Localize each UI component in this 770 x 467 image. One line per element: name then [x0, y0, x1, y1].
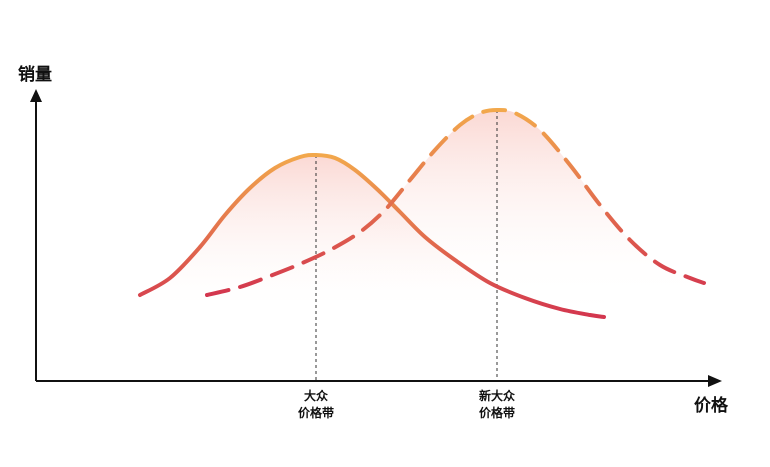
x-axis-label: 价格	[694, 395, 729, 416]
curve-fills	[140, 109, 704, 317]
marker-label-line1-2: 新大众	[479, 388, 516, 403]
y-axis-arrow	[30, 89, 42, 102]
marker-label-line1-1: 大众	[304, 388, 329, 403]
curve-fill-2	[207, 109, 704, 300]
price-band-markers	[315, 110, 498, 380]
marker-label-line2-1: 价格带	[298, 405, 334, 420]
y-axis-label: 销量	[18, 64, 52, 85]
marker-label-line2-2: 价格带	[479, 405, 515, 420]
solid-curve	[138, 152, 606, 319]
dashed-curve	[205, 107, 706, 297]
x-axis-arrow	[708, 375, 722, 387]
curves	[138, 107, 706, 319]
